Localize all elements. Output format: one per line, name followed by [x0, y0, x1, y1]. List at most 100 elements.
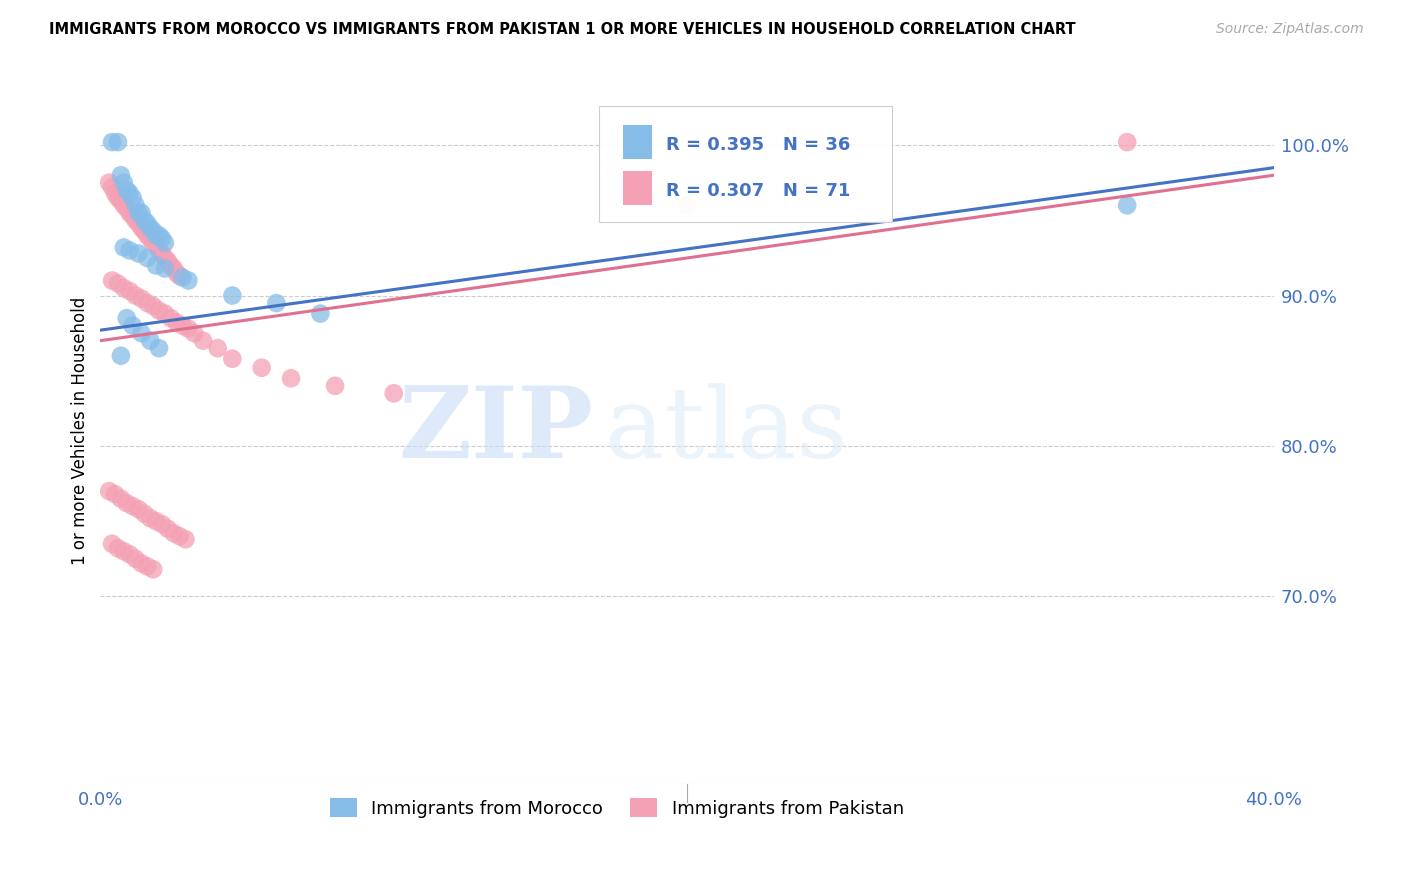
Point — [221, 351, 243, 366]
Point — [153, 261, 176, 276]
Point — [101, 273, 124, 287]
Point — [172, 270, 194, 285]
Point — [148, 228, 170, 243]
Point — [124, 198, 146, 212]
Point — [127, 246, 149, 260]
Point — [1116, 198, 1139, 212]
Point — [131, 220, 153, 235]
Point — [139, 231, 162, 245]
Text: Source: ZipAtlas.com: Source: ZipAtlas.com — [1216, 22, 1364, 37]
Text: R = 0.395   N = 36: R = 0.395 N = 36 — [666, 136, 851, 154]
Point — [104, 186, 127, 201]
Point — [382, 386, 405, 401]
Point — [118, 206, 141, 220]
Point — [139, 511, 162, 525]
Point — [118, 244, 141, 258]
Point — [110, 168, 132, 182]
Point — [118, 186, 141, 201]
Point — [112, 281, 135, 295]
Point — [131, 326, 153, 340]
Point — [142, 299, 165, 313]
Point — [221, 288, 243, 302]
Bar — [623, 125, 652, 159]
Point — [127, 206, 149, 220]
FancyBboxPatch shape — [599, 106, 893, 222]
Point — [153, 235, 176, 250]
Point — [121, 209, 143, 223]
Point — [150, 246, 173, 260]
Point — [115, 311, 138, 326]
Y-axis label: 1 or more Vehicles in Household: 1 or more Vehicles in Household — [72, 297, 89, 565]
Point — [159, 259, 181, 273]
Point — [107, 135, 129, 149]
Point — [115, 496, 138, 510]
Point — [131, 206, 153, 220]
Point — [250, 360, 273, 375]
Point — [323, 379, 346, 393]
Point — [1116, 135, 1139, 149]
Text: R = 0.307   N = 71: R = 0.307 N = 71 — [666, 182, 851, 200]
Text: ZIP: ZIP — [398, 383, 593, 479]
Point — [139, 334, 162, 348]
Point — [145, 514, 167, 528]
Point — [127, 216, 149, 230]
Point — [127, 502, 149, 516]
Point — [163, 526, 186, 541]
Point — [148, 341, 170, 355]
Point — [145, 259, 167, 273]
Point — [121, 191, 143, 205]
Point — [134, 213, 156, 227]
Point — [136, 251, 159, 265]
Point — [136, 228, 159, 243]
Point — [166, 316, 188, 330]
Point — [131, 292, 153, 306]
Text: atlas: atlas — [605, 383, 848, 479]
Text: IMMIGRANTS FROM MOROCCO VS IMMIGRANTS FROM PAKISTAN 1 OR MORE VEHICLES IN HOUSEH: IMMIGRANTS FROM MOROCCO VS IMMIGRANTS FR… — [49, 22, 1076, 37]
Point — [110, 349, 132, 363]
Point — [177, 273, 200, 287]
Point — [191, 334, 214, 348]
Point — [101, 537, 124, 551]
Point — [166, 266, 188, 280]
Point — [177, 321, 200, 335]
Point — [156, 254, 179, 268]
Point — [142, 235, 165, 250]
Point — [266, 296, 288, 310]
Point — [280, 371, 302, 385]
Point — [112, 240, 135, 254]
Point — [136, 296, 159, 310]
Point — [169, 268, 191, 283]
Point — [153, 307, 176, 321]
Point — [98, 484, 121, 499]
Point — [183, 326, 205, 340]
Point — [163, 261, 186, 276]
Point — [207, 341, 229, 355]
Point — [107, 277, 129, 291]
Point — [124, 213, 146, 227]
Point — [110, 491, 132, 506]
Point — [145, 239, 167, 253]
Point — [136, 559, 159, 574]
Point — [676, 198, 699, 212]
Point — [112, 198, 135, 212]
Point — [118, 547, 141, 561]
Point — [169, 529, 191, 543]
Point — [172, 318, 194, 333]
Point — [131, 557, 153, 571]
Point — [134, 507, 156, 521]
Point — [150, 231, 173, 245]
Point — [107, 541, 129, 556]
Point — [142, 562, 165, 576]
Point — [115, 202, 138, 216]
Point — [112, 544, 135, 558]
Point — [159, 311, 181, 326]
Point — [98, 176, 121, 190]
Point — [124, 551, 146, 566]
Legend: Immigrants from Morocco, Immigrants from Pakistan: Immigrants from Morocco, Immigrants from… — [322, 791, 911, 825]
Point — [153, 251, 176, 265]
Point — [148, 244, 170, 258]
Point — [121, 318, 143, 333]
Point — [101, 180, 124, 194]
Point — [101, 135, 124, 149]
Bar — [623, 170, 652, 204]
